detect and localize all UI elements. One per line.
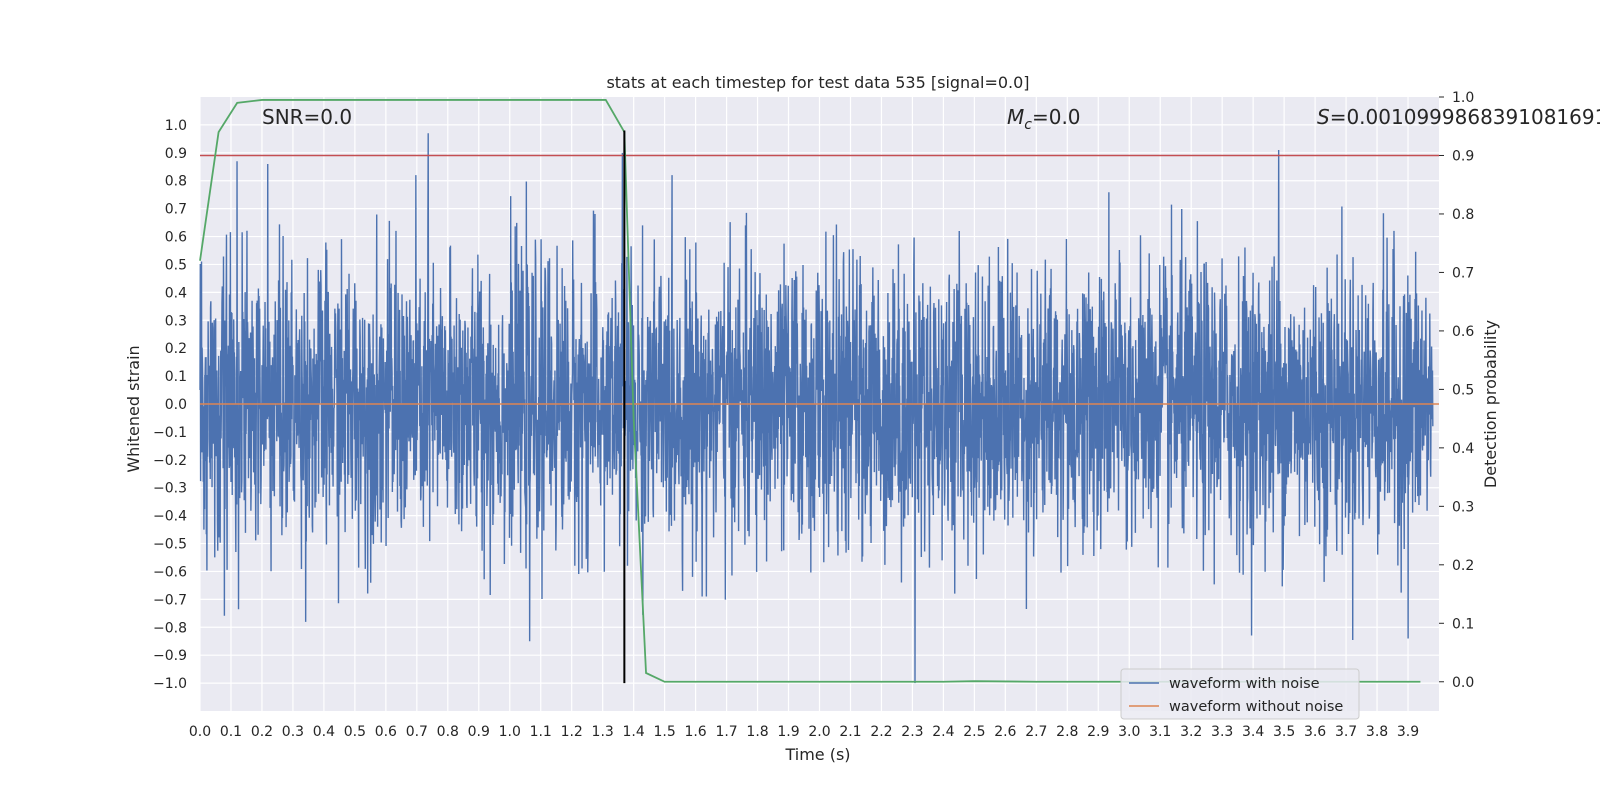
x-tick-label: 3.1 <box>1149 724 1171 740</box>
x-axis-title: Time (s) <box>784 745 850 764</box>
y2-tick-label: 0.0 <box>1452 675 1474 691</box>
series-detection-probability <box>199 99 1421 683</box>
y-axis-ticks: 1.0 0.9 0.8 0.7 0.6 0.5 0.4 0.3 0.2 0.1 0.0 −0.1 −0.… <box>153 118 187 692</box>
y2-tick-label: 0.7 <box>1452 265 1474 281</box>
mc-value: =0.0 <box>1032 105 1081 129</box>
y-tick-label: −0.2 <box>153 453 187 469</box>
y-tick-label: 0.3 <box>165 313 187 329</box>
y-tick-label: −0.9 <box>153 648 187 664</box>
x-tick-label: 1.5 <box>653 724 675 740</box>
legend-label-waveform-with-noise: waveform with noise <box>1169 676 1320 692</box>
x-tick-label: 2.9 <box>1087 724 1109 740</box>
x-tick-label: 3.9 <box>1397 724 1419 740</box>
x-tick-label: 0.5 <box>344 724 366 740</box>
x-tick-label: 0.9 <box>468 724 490 740</box>
s-annotation: S=0.0010999868391081691 <box>1317 105 1600 129</box>
y-tick-label: 1.0 <box>165 118 187 134</box>
x-tick-label: 3.5 <box>1273 724 1295 740</box>
y-tick-label: −0.8 <box>153 620 187 636</box>
x-tick-label: 2.1 <box>839 724 861 740</box>
y-tick-label: 0.7 <box>165 202 187 218</box>
x-tick-label: 2.6 <box>994 724 1016 740</box>
y2-tick-label: 0.5 <box>1452 382 1474 398</box>
y-tick-label: −0.6 <box>153 564 187 580</box>
x-axis-ticks: 0.0 0.1 0.2 0.3 0.4 0.5 0.6 0.7 0.8 0.9 1.0 1.1 1.2 1… <box>189 724 1419 740</box>
x-tick-label: 0.3 <box>282 724 304 740</box>
y2-tick-label: 0.4 <box>1452 441 1474 457</box>
x-tick-label: 0.1 <box>220 724 242 740</box>
y2-tick-label: 0.8 <box>1452 207 1474 223</box>
y-tick-label: −0.4 <box>153 509 187 525</box>
x-tick-label: 0.0 <box>189 724 211 740</box>
legend-box <box>1120 668 1360 720</box>
x-tick-label: 2.3 <box>901 724 923 740</box>
waveform-with-noise-line <box>199 133 1434 684</box>
y-axis-title: Whitened strain <box>124 345 143 472</box>
legend: waveform with noise waveform without noi… <box>1120 668 1360 720</box>
detection-probability-line <box>199 99 1421 683</box>
x-tick-label: 1.0 <box>499 724 521 740</box>
x-tick-label: 3.8 <box>1366 724 1388 740</box>
mc-symbol: M <box>1007 105 1024 129</box>
y-tick-label: 0.4 <box>165 285 187 301</box>
x-tick-label: 2.5 <box>963 724 985 740</box>
s-value: =0.0010999868391081691 <box>1330 105 1600 129</box>
x-tick-label: 3.4 <box>1242 724 1264 740</box>
y-tick-label: −0.5 <box>153 537 187 553</box>
snr-annotation: SNR=0.0 <box>262 105 352 129</box>
x-tick-label: 0.6 <box>375 724 397 740</box>
series-waveform-with-noise <box>199 133 1434 684</box>
x-tick-label: 0.8 <box>437 724 459 740</box>
x-tick-label: 0.7 <box>406 724 428 740</box>
y2-tick-label: 0.6 <box>1452 324 1474 340</box>
x-tick-label: 3.6 <box>1304 724 1326 740</box>
y2-tick-label: 0.9 <box>1452 148 1474 164</box>
mc-annotation: Mc=0.0 <box>1007 105 1081 133</box>
y-tick-label: 0.9 <box>165 146 187 162</box>
y-tick-label: 0.8 <box>165 174 187 190</box>
y2-axis-ticks: 1.0 0.9 0.8 0.7 0.6 0.5 0.4 0.3 0.2 0.1 0.0 <box>1439 90 1474 691</box>
y2-tick-label: 0.2 <box>1452 558 1474 574</box>
s-symbol: S <box>1317 105 1330 129</box>
legend-label-waveform-without-noise: waveform without noise <box>1169 699 1343 715</box>
y2-tick-label: 0.3 <box>1452 499 1474 515</box>
x-tick-label: 3.3 <box>1211 724 1233 740</box>
y-tick-label: 0.1 <box>165 369 187 385</box>
x-tick-label: 2.0 <box>808 724 830 740</box>
x-tick-label: 2.7 <box>1025 724 1047 740</box>
y2-tick-label: 1.0 <box>1452 90 1474 106</box>
x-tick-label: 0.4 <box>313 724 335 740</box>
x-tick-label: 3.2 <box>1180 724 1202 740</box>
x-tick-label: 0.2 <box>251 724 273 740</box>
x-tick-label: 1.6 <box>684 724 706 740</box>
x-tick-label: 1.2 <box>561 724 583 740</box>
y-tick-label: −1.0 <box>153 676 187 692</box>
x-tick-label: 1.4 <box>623 724 645 740</box>
y-tick-label: 0.6 <box>165 230 187 246</box>
y-tick-label: −0.3 <box>153 481 187 497</box>
x-tick-label: 1.8 <box>746 724 768 740</box>
x-tick-label: 1.7 <box>715 724 737 740</box>
x-tick-label: 2.4 <box>932 724 954 740</box>
mc-subscript: c <box>1024 117 1032 133</box>
x-tick-label: 1.1 <box>530 724 552 740</box>
chart-title: stats at each timestep for test data 535… <box>606 73 1029 92</box>
y-tick-label: 0.2 <box>165 341 187 357</box>
x-tick-label: 2.8 <box>1056 724 1078 740</box>
y-tick-label: 0.5 <box>165 257 187 273</box>
x-tick-label: 1.9 <box>777 724 799 740</box>
x-tick-label: 2.2 <box>870 724 892 740</box>
y-tick-label: −0.7 <box>153 592 187 608</box>
y-tick-label: 0.0 <box>165 397 187 413</box>
x-tick-label: 1.3 <box>592 724 614 740</box>
y2-axis-title: Detection probability <box>1481 320 1500 488</box>
y2-tick-label: 0.1 <box>1452 616 1474 632</box>
x-tick-label: 3.0 <box>1118 724 1140 740</box>
x-tick-label: 3.7 <box>1335 724 1357 740</box>
y-tick-label: −0.1 <box>153 425 187 441</box>
